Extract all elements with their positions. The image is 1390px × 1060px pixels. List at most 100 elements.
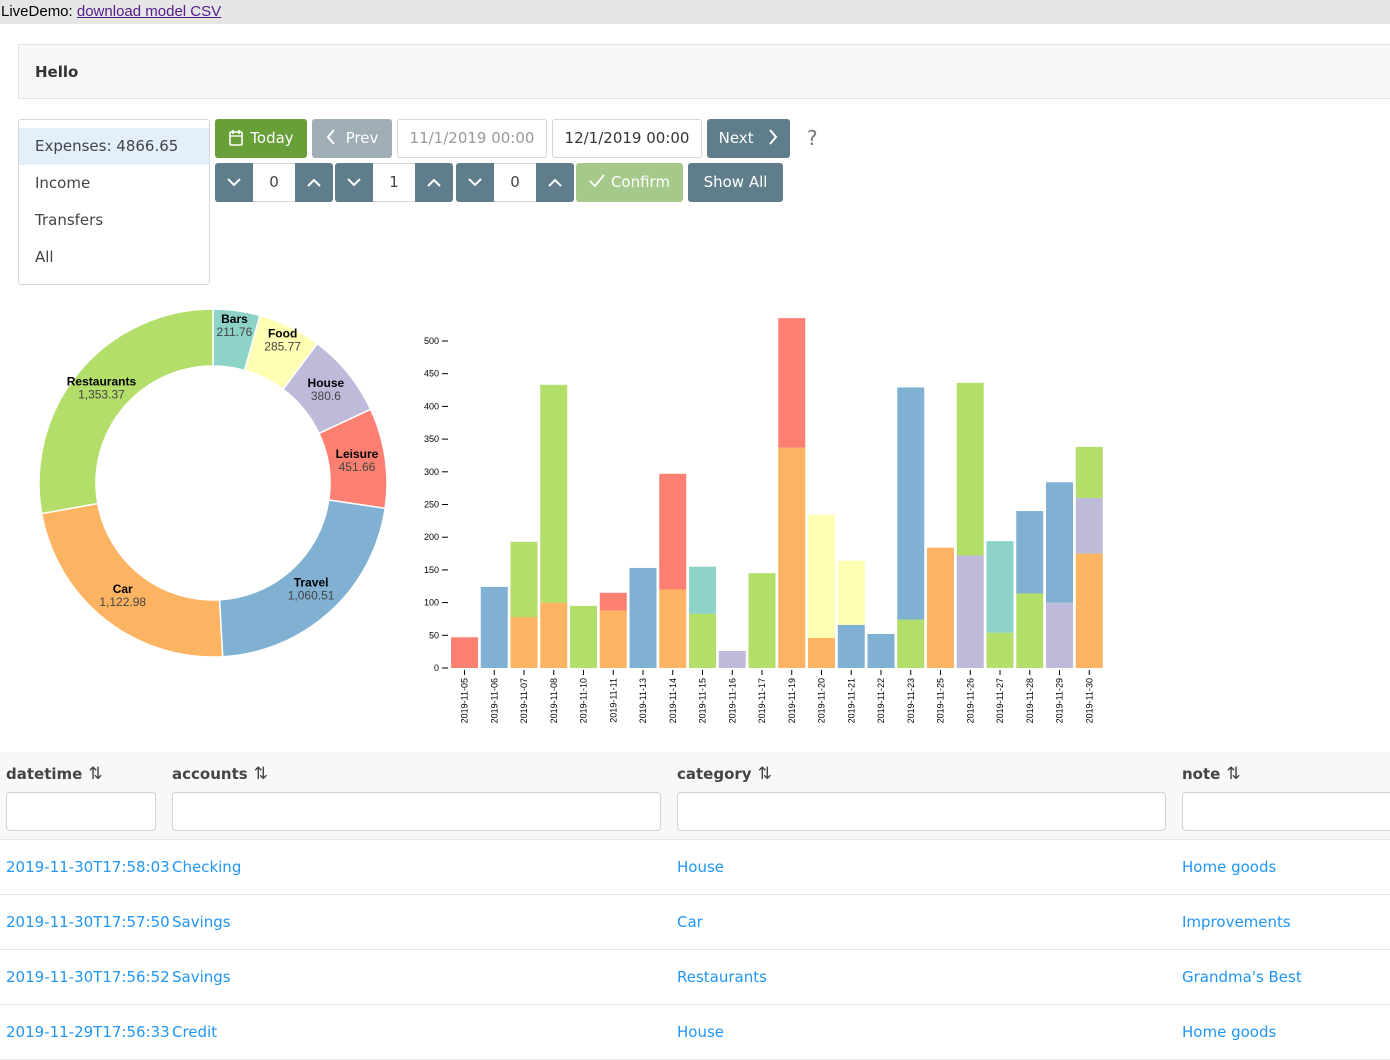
bar-segment-car[interactable]	[659, 589, 687, 668]
column-header-category[interactable]: category ⇅	[677, 764, 772, 784]
bar-segment-travel[interactable]	[837, 624, 865, 668]
bar-segment-restaurants[interactable]	[897, 619, 925, 668]
end-date-input[interactable]: 12/1/2019 00:00	[552, 119, 702, 158]
sort-icon[interactable]: ⇅	[1226, 764, 1241, 784]
bar-segment-travel[interactable]	[480, 586, 508, 668]
bar-segment-restaurants[interactable]	[540, 384, 568, 603]
bar-segment-restaurants[interactable]	[1075, 446, 1103, 498]
category-filter-input[interactable]	[677, 792, 1166, 831]
stepper-value[interactable]: 0	[494, 163, 536, 202]
bar-segment-restaurants[interactable]	[510, 541, 538, 617]
x-tick-label: 2019-11-19	[787, 678, 797, 723]
menu-item-transfers[interactable]: Transfers	[35, 211, 104, 229]
slice-value: 451.66	[339, 460, 376, 474]
cell-datetime[interactable]: 2019-11-29T17:56:33	[6, 1023, 170, 1041]
cell-datetime[interactable]: 2019-11-30T17:58:03	[6, 858, 170, 876]
column-header-datetime[interactable]: datetime ⇅	[6, 764, 103, 784]
cell-note[interactable]: Grandma's Best	[1182, 968, 1302, 986]
sort-icon[interactable]: ⇅	[88, 764, 103, 784]
cell-accounts[interactable]: Savings	[172, 968, 231, 986]
stepper-value[interactable]: 0	[253, 163, 295, 202]
bar-segment-restaurants[interactable]	[748, 573, 776, 668]
sort-icon[interactable]: ⇅	[253, 764, 268, 784]
next-button[interactable]: Next	[707, 119, 790, 158]
cell-note[interactable]: Improvements	[1182, 913, 1291, 931]
stepper-value[interactable]: 1	[373, 163, 415, 202]
cell-category[interactable]: Restaurants	[677, 968, 767, 986]
bar-segment-travel[interactable]	[629, 567, 657, 668]
bar-segment-leisure[interactable]	[778, 318, 806, 448]
menu-item-income[interactable]: Income	[35, 174, 91, 192]
bar-segment-car[interactable]	[1075, 553, 1103, 668]
sort-icon[interactable]: ⇅	[757, 764, 772, 784]
bar-segment-travel[interactable]	[867, 633, 895, 668]
bar-segment-car[interactable]	[540, 602, 568, 668]
table-row[interactable]: 2019-11-30T17:56:52 Savings Restaurants Gra…	[0, 950, 1390, 1005]
cell-accounts[interactable]: Savings	[172, 913, 231, 931]
bar-segment-restaurants[interactable]	[956, 382, 984, 556]
bar-segment-car[interactable]	[510, 616, 538, 668]
increment-button[interactable]	[295, 163, 333, 202]
prev-button[interactable]: Prev	[312, 119, 392, 158]
bar-segment-car[interactable]	[599, 610, 627, 668]
bar-segment-travel[interactable]	[1016, 511, 1044, 594]
bar-segment-car[interactable]	[778, 447, 806, 668]
bar-segment-restaurants[interactable]	[1016, 593, 1044, 668]
bar-segment-restaurants[interactable]	[986, 632, 1014, 668]
bar-segment-travel[interactable]	[897, 387, 925, 620]
bar-segment-leisure[interactable]	[599, 592, 627, 611]
bar-segment-house[interactable]	[718, 650, 746, 668]
cell-note[interactable]: Home goods	[1182, 858, 1277, 876]
bar-segment-food[interactable]	[808, 514, 835, 638]
type-menu: Expenses: 4866.65 Income Transfers All	[18, 119, 210, 285]
cell-datetime[interactable]: 2019-11-30T17:56:52	[6, 968, 170, 986]
today-button[interactable]: Today	[215, 119, 307, 158]
bar-segment-restaurants[interactable]	[570, 605, 597, 668]
decrement-button[interactable]	[215, 163, 253, 202]
cell-category[interactable]: House	[677, 858, 725, 876]
increment-button[interactable]	[536, 163, 574, 202]
increment-button[interactable]	[415, 163, 453, 202]
bar-segment-travel[interactable]	[1046, 482, 1073, 603]
note-filter-input[interactable]	[1182, 792, 1390, 831]
confirm-button[interactable]: Confirm	[576, 163, 683, 202]
cell-accounts[interactable]: Checking	[172, 858, 242, 876]
confirm-label: Confirm	[610, 173, 671, 191]
download-csv-link[interactable]: download model CSV	[76, 3, 222, 20]
donut-slice-restaurants[interactable]	[38, 308, 214, 515]
bar-segment-house[interactable]	[1075, 497, 1103, 554]
bar-segment-car[interactable]	[808, 637, 835, 668]
bar-segment-restaurants[interactable]	[689, 613, 716, 668]
cell-note[interactable]: Home goods	[1182, 1023, 1277, 1041]
menu-item-expenses[interactable]: Expenses: 4866.65	[19, 128, 209, 165]
today-label: Today	[250, 129, 294, 147]
show-all-button[interactable]: Show All	[688, 163, 783, 202]
cell-datetime[interactable]: 2019-11-30T17:57:50	[6, 913, 170, 931]
help-icon[interactable]: ?	[807, 126, 818, 150]
table-row[interactable]: 2019-11-30T17:57:50 Savings Car Improvement…	[0, 895, 1390, 950]
bar-segment-bars[interactable]	[986, 541, 1014, 633]
bar-segment-house[interactable]	[956, 555, 984, 668]
bar-segment-leisure[interactable]	[659, 473, 687, 590]
bar-segment-house[interactable]	[1046, 602, 1073, 668]
datetime-filter-input[interactable]	[6, 792, 156, 831]
cell-category[interactable]: Car	[677, 913, 703, 931]
cell-accounts[interactable]: Credit	[172, 1023, 218, 1041]
menu-item-all[interactable]: All	[35, 248, 54, 266]
x-tick-label: 2019-11-11	[608, 678, 618, 723]
column-header-accounts[interactable]: accounts ⇅	[172, 764, 268, 784]
bar-segment-food[interactable]	[837, 560, 865, 625]
bar-segment-car[interactable]	[927, 547, 954, 668]
accounts-filter-input[interactable]	[172, 792, 661, 831]
donut-slice-car[interactable]	[40, 502, 224, 658]
table-row[interactable]: 2019-11-30T17:58:03 Checking House Home goo…	[0, 840, 1390, 895]
y-tick-label: 200	[424, 532, 439, 542]
bar-segment-bars[interactable]	[689, 566, 716, 614]
table-row[interactable]: 2019-11-29T17:56:33 Credit House Home goods	[0, 1005, 1390, 1060]
decrement-button[interactable]	[456, 163, 494, 202]
cell-category[interactable]: House	[677, 1023, 725, 1041]
bar-segment-leisure[interactable]	[451, 637, 478, 668]
column-header-note[interactable]: note ⇅	[1182, 764, 1241, 784]
decrement-button[interactable]	[335, 163, 373, 202]
start-date-input[interactable]: 11/1/2019 00:00	[397, 119, 547, 158]
